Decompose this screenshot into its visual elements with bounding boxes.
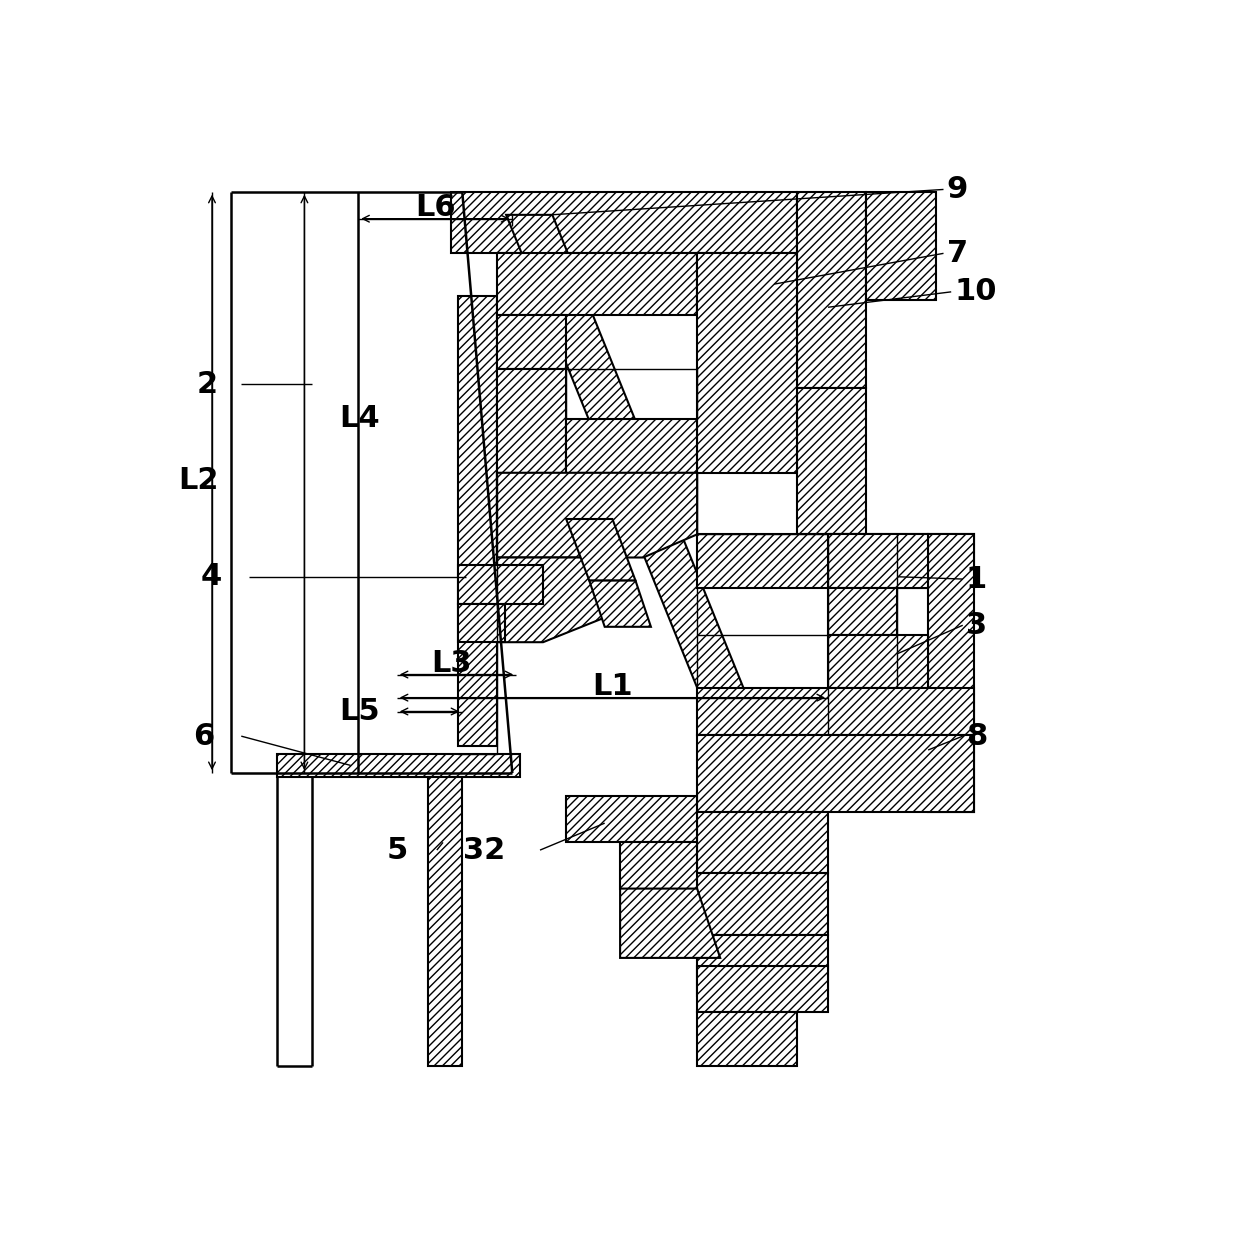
Text: 9: 9 bbox=[946, 176, 968, 204]
Text: L4: L4 bbox=[339, 405, 379, 433]
Polygon shape bbox=[867, 192, 936, 300]
Polygon shape bbox=[589, 580, 651, 626]
Text: 7: 7 bbox=[946, 239, 967, 268]
Polygon shape bbox=[497, 253, 697, 315]
Text: 10: 10 bbox=[955, 278, 997, 306]
Polygon shape bbox=[697, 534, 975, 589]
Polygon shape bbox=[567, 797, 697, 843]
Text: 6: 6 bbox=[193, 722, 215, 751]
Polygon shape bbox=[928, 534, 975, 812]
Polygon shape bbox=[459, 565, 543, 604]
Polygon shape bbox=[697, 735, 975, 812]
Polygon shape bbox=[567, 418, 697, 473]
Polygon shape bbox=[620, 843, 697, 889]
Text: 32: 32 bbox=[463, 835, 506, 864]
Polygon shape bbox=[497, 473, 697, 558]
Polygon shape bbox=[797, 388, 867, 534]
Polygon shape bbox=[697, 812, 828, 873]
Polygon shape bbox=[459, 296, 497, 746]
Polygon shape bbox=[697, 688, 975, 735]
Polygon shape bbox=[497, 369, 567, 473]
Polygon shape bbox=[459, 604, 505, 642]
Polygon shape bbox=[828, 635, 928, 688]
Polygon shape bbox=[697, 935, 828, 996]
Text: L3: L3 bbox=[432, 649, 472, 679]
Text: L2: L2 bbox=[177, 466, 218, 496]
Polygon shape bbox=[697, 966, 828, 1012]
Text: 1: 1 bbox=[966, 564, 987, 594]
Text: L5: L5 bbox=[340, 697, 379, 726]
Polygon shape bbox=[506, 215, 787, 797]
Polygon shape bbox=[278, 754, 520, 777]
Text: L6: L6 bbox=[415, 193, 455, 223]
Polygon shape bbox=[620, 889, 720, 957]
Polygon shape bbox=[497, 315, 567, 369]
Polygon shape bbox=[828, 589, 898, 635]
Text: 8: 8 bbox=[966, 722, 987, 751]
Polygon shape bbox=[567, 519, 635, 580]
Polygon shape bbox=[450, 192, 797, 253]
Text: 3: 3 bbox=[966, 611, 987, 640]
Text: 2: 2 bbox=[197, 370, 218, 398]
Polygon shape bbox=[497, 558, 620, 642]
Polygon shape bbox=[428, 777, 463, 1066]
Polygon shape bbox=[697, 253, 797, 473]
Text: 4: 4 bbox=[201, 563, 222, 591]
Polygon shape bbox=[697, 1012, 797, 1066]
Polygon shape bbox=[697, 873, 828, 935]
Polygon shape bbox=[797, 192, 867, 388]
Text: L1: L1 bbox=[591, 672, 632, 701]
Text: 5: 5 bbox=[387, 835, 408, 864]
Polygon shape bbox=[828, 534, 928, 589]
